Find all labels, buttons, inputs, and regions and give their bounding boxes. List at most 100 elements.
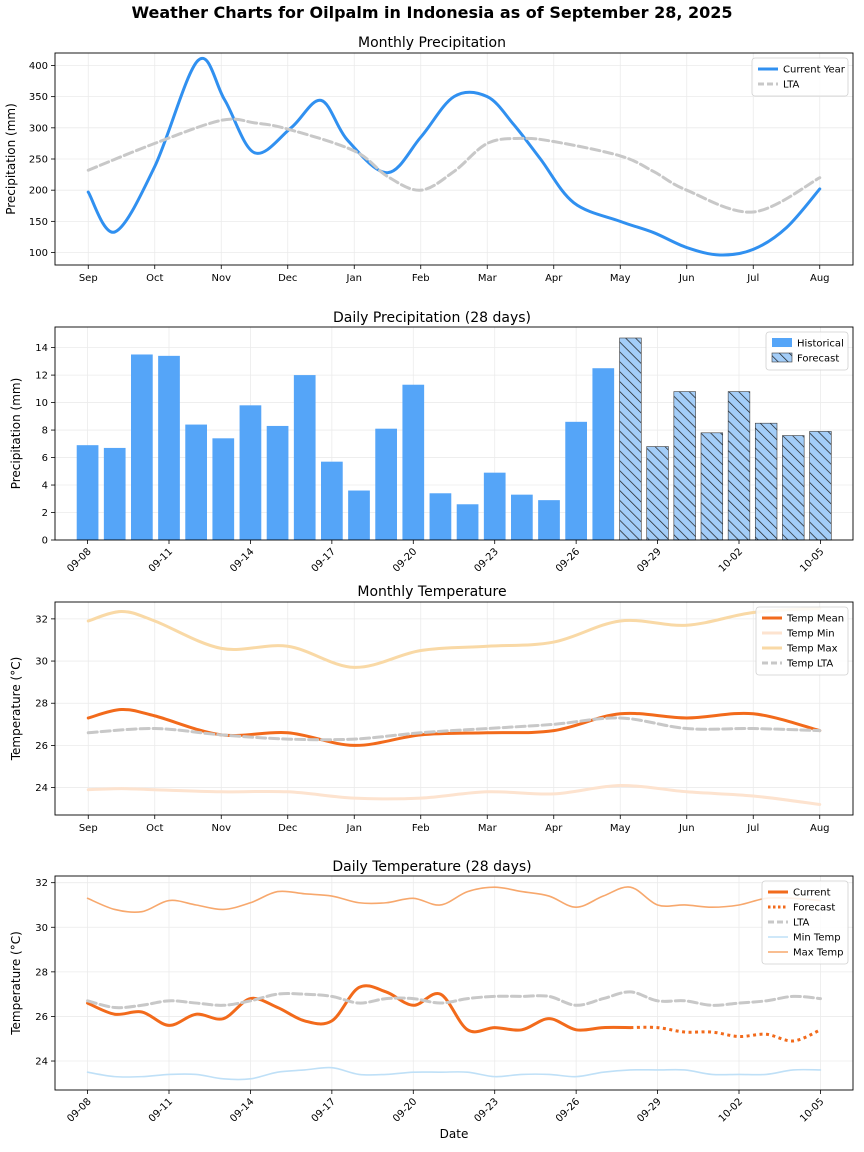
bar-historical-09-26 [565, 421, 587, 540]
x-tick-label: Sep [79, 823, 98, 834]
x-tick-label: 09-11 [147, 1096, 175, 1124]
y-tick-label: 350 [29, 92, 48, 103]
y-tick-label: 26 [35, 741, 48, 752]
y-tick-label: 24 [35, 783, 48, 794]
y-tick-label: 30 [35, 923, 48, 934]
bar-historical-09-23 [483, 472, 506, 540]
bar-historical-09-24 [511, 494, 533, 540]
daily-precipitation-chart: Daily Precipitation (28 days) 0 2 4 6 8 10 12 14… [9, 310, 854, 575]
y-axis-label: Precipitation (mm) [4, 103, 18, 215]
legend-label-historical: Historical [797, 339, 844, 350]
x-tick-label: Apr [545, 273, 563, 284]
plot-area [86, 606, 822, 806]
x-tick-label: Mar [478, 823, 498, 834]
bar-historical-09-27 [592, 368, 615, 540]
y-axis-label: Precipitation (mm) [9, 378, 23, 490]
legend-label-temp-mean: Temp Mean [786, 614, 844, 625]
bar-historical-09-12 [185, 424, 207, 540]
y-tick-label: 10 [35, 398, 48, 409]
chart-title: Monthly Temperature [357, 584, 506, 600]
bar-historical-09-13 [212, 438, 235, 540]
bar-historical-09-25 [538, 500, 560, 540]
x-tick-label: 09-26 [554, 546, 582, 574]
daily-temperature-chart: Daily Temperature (28 days) 24 26 28 30 32 09-… [9, 859, 854, 1141]
monthly-precipitation-chart: Monthly Precipitation 100 150 200 250 300 350 4… [4, 35, 854, 284]
y-tick-label: 32 [35, 614, 48, 625]
x-tick-label: 09-20 [391, 546, 419, 574]
x-tick-label: Jul [746, 273, 759, 284]
legend-label-min-temp: Min Temp [793, 933, 841, 944]
legend-label-temp-max: Temp Max [786, 644, 838, 655]
x-tick-label: Aug [810, 273, 830, 284]
x-tick-label: Feb [412, 273, 430, 284]
bar-historical-09-15 [266, 425, 289, 540]
bar-historical-09-20 [402, 384, 425, 540]
bar-forecast-09-29 [646, 446, 669, 541]
axes-frame [54, 52, 854, 266]
series-line-temp-max [86, 606, 822, 669]
plot-area [76, 337, 832, 541]
plot-area [86, 56, 822, 257]
x-tick-label: Sep [79, 273, 98, 284]
series-line-temp-min [86, 783, 822, 806]
bar-historical-09-18 [348, 490, 370, 540]
axes-frame [54, 601, 854, 816]
x-tick-label: Dec [278, 273, 297, 284]
x-tick-label: 09-23 [473, 546, 501, 574]
bar-historical-09-17 [321, 461, 343, 540]
x-tick-label: 10-05 [798, 546, 826, 574]
legend-label-lta: LTA [783, 80, 800, 91]
legend-label-lta: LTA [793, 918, 810, 929]
legend-label-forecast: Forecast [793, 903, 835, 914]
chart-title: Daily Precipitation (28 days) [333, 310, 531, 326]
y-tick-label: 8 [42, 426, 48, 437]
bar-historical-09-22 [456, 504, 479, 540]
x-tick-label: May [610, 823, 631, 834]
bar-historical-09-08 [76, 445, 99, 540]
x-axis-label: Date [440, 1127, 469, 1141]
plot-area [86, 886, 822, 1081]
legend-label-current-year: Current Year [783, 65, 846, 76]
y-tick-label: 32 [35, 878, 48, 889]
series-line-lta [86, 117, 822, 214]
bar-forecast-09-28 [619, 337, 642, 541]
x-tick-label: Oct [146, 273, 163, 284]
legend: Current Year LTA [751, 57, 849, 97]
bar-historical-09-14 [239, 405, 262, 540]
legend-label-forecast: Forecast [797, 354, 839, 365]
axes-frame [54, 875, 854, 1091]
x-tick-label: Jun [678, 823, 695, 834]
x-tick-label: Dec [278, 823, 297, 834]
x-tick-label: 09-17 [310, 1096, 338, 1124]
x-tick-label: Jan [346, 823, 362, 834]
axes-frame [54, 326, 854, 541]
legend-label-current: Current [793, 888, 831, 899]
x-tick-label: May [610, 273, 631, 284]
y-tick-label: 6 [42, 453, 48, 464]
legend-label-temp-lta: Temp LTA [786, 659, 833, 670]
bar-forecast-10-02 [727, 391, 751, 541]
y-tick-label: 26 [35, 1012, 48, 1023]
bar-forecast-10-04 [782, 435, 805, 541]
bar-forecast-10-01 [700, 432, 724, 541]
y-tick-label: 2 [42, 508, 48, 519]
figure-title: Weather Charts for Oilpalm in Indonesia … [131, 3, 732, 22]
y-tick-label: 400 [29, 61, 48, 72]
y-tick-label: 150 [29, 217, 48, 228]
series-line-current [86, 984, 632, 1034]
x-tick-label: 10-05 [798, 1096, 826, 1124]
chart-title: Daily Temperature (28 days) [332, 859, 531, 875]
grid [55, 602, 853, 815]
y-tick-label: 24 [35, 1057, 48, 1068]
legend-swatch-historical [772, 338, 792, 347]
x-tick-label: 09-26 [554, 1096, 582, 1124]
y-tick-label: 30 [35, 657, 48, 668]
series-line-temp-lta [86, 716, 822, 742]
legend-box [761, 880, 849, 965]
bar-forecast-09-30 [673, 391, 696, 541]
y-axis-label: Temperature (°C) [9, 657, 23, 762]
x-tick-label: 09-11 [147, 546, 175, 574]
x-tick-label: Jul [746, 823, 759, 834]
bar-forecast-10-05 [809, 431, 832, 541]
